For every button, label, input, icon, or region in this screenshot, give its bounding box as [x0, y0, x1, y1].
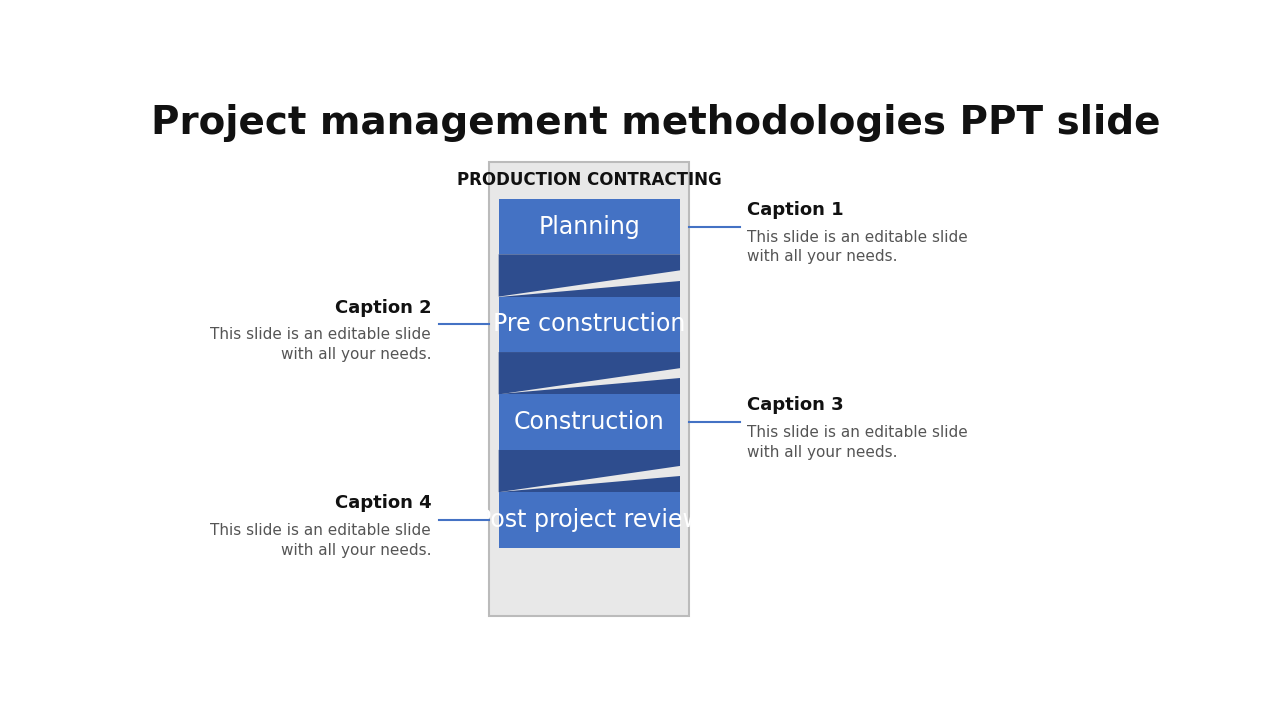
Text: Caption 3: Caption 3 — [748, 397, 844, 415]
Text: Caption 4: Caption 4 — [334, 494, 431, 512]
Polygon shape — [499, 254, 680, 297]
Bar — [499, 199, 680, 254]
Text: PRODUCTION CONTRACTING: PRODUCTION CONTRACTING — [457, 171, 722, 189]
Text: Planning: Planning — [539, 215, 640, 238]
Polygon shape — [499, 281, 680, 297]
Polygon shape — [499, 378, 680, 395]
Polygon shape — [499, 476, 680, 492]
Text: Caption 1: Caption 1 — [748, 201, 844, 219]
Text: Post project review: Post project review — [477, 508, 701, 532]
Text: Caption 2: Caption 2 — [334, 299, 431, 317]
Bar — [499, 492, 680, 548]
Text: This slide is an editable slide
with all your needs.: This slide is an editable slide with all… — [748, 230, 968, 264]
Text: Project management methodologies PPT slide: Project management methodologies PPT sli… — [151, 104, 1161, 143]
Text: This slide is an editable slide
with all your needs.: This slide is an editable slide with all… — [210, 523, 431, 558]
Polygon shape — [499, 450, 680, 492]
Bar — [489, 162, 690, 616]
Bar — [499, 395, 680, 450]
Text: This slide is an editable slide
with all your needs.: This slide is an editable slide with all… — [748, 426, 968, 460]
Polygon shape — [499, 352, 680, 395]
Bar — [499, 297, 680, 352]
Text: Pre construction: Pre construction — [493, 312, 686, 336]
Text: Construction: Construction — [515, 410, 664, 434]
Text: This slide is an editable slide
with all your needs.: This slide is an editable slide with all… — [210, 328, 431, 362]
